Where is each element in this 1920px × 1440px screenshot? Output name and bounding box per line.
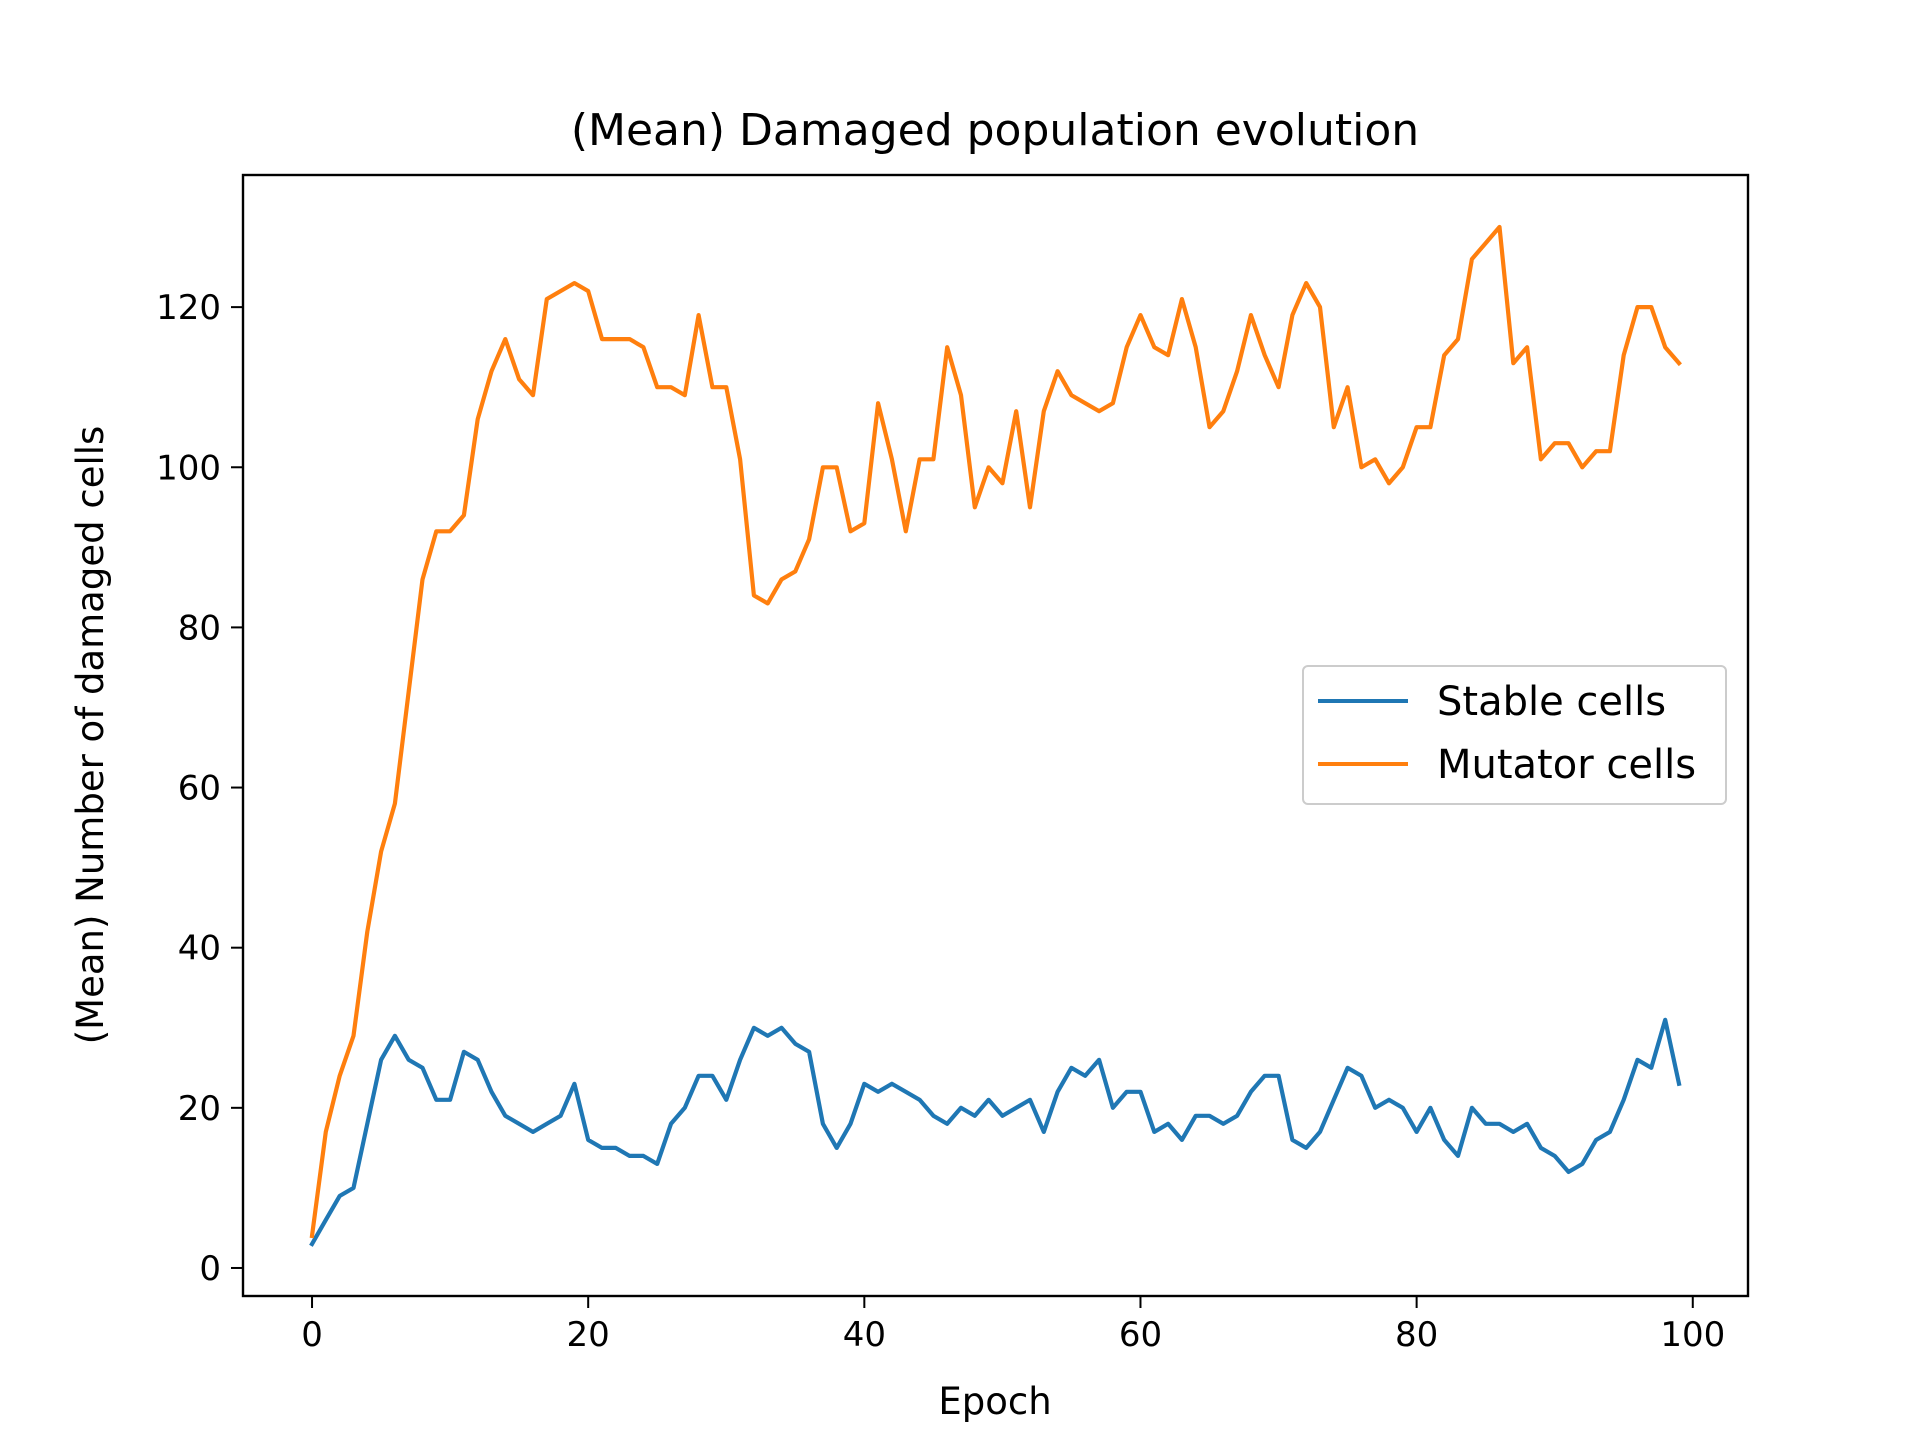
- legend-box: [1302, 665, 1727, 805]
- plot-lines: [309, 224, 1682, 1247]
- series-line-stable-cells: [309, 1017, 1682, 1247]
- y-tick-label: 100: [156, 448, 221, 488]
- y-axis-title: (Mean) Number of damaged cells: [69, 426, 112, 1045]
- x-axis: 0 20 40 60 80 100: [301, 1296, 1725, 1355]
- series-line-mutator-cells: [309, 224, 1682, 1239]
- x-axis-title: Epoch: [938, 1380, 1051, 1423]
- x-tick-label: 20: [567, 1315, 610, 1355]
- x-tick-label: 100: [1660, 1315, 1725, 1355]
- y-tick-label: 0: [199, 1249, 221, 1289]
- y-tick-label: 40: [178, 929, 221, 969]
- y-tick-label: 80: [178, 608, 221, 648]
- y-tick-label: 20: [178, 1089, 221, 1129]
- chart-title: (Mean) Damaged population evolution: [571, 105, 1419, 156]
- y-tick-label: 120: [156, 288, 221, 328]
- x-tick-label: 0: [301, 1315, 323, 1355]
- x-tick-label: 40: [843, 1315, 886, 1355]
- legend-label-stable: Stable cells: [1437, 679, 1666, 725]
- y-axis: 0 20 40 60 80 100 120: [156, 288, 243, 1289]
- x-tick-label: 80: [1395, 1315, 1438, 1355]
- legend: Stable cells Mutator cells: [1302, 665, 1727, 805]
- y-tick-label: 60: [178, 769, 221, 809]
- plot-frame: [241, 173, 1750, 1298]
- x-tick-label: 60: [1119, 1315, 1162, 1355]
- legend-label-mutator: Mutator cells: [1437, 742, 1696, 788]
